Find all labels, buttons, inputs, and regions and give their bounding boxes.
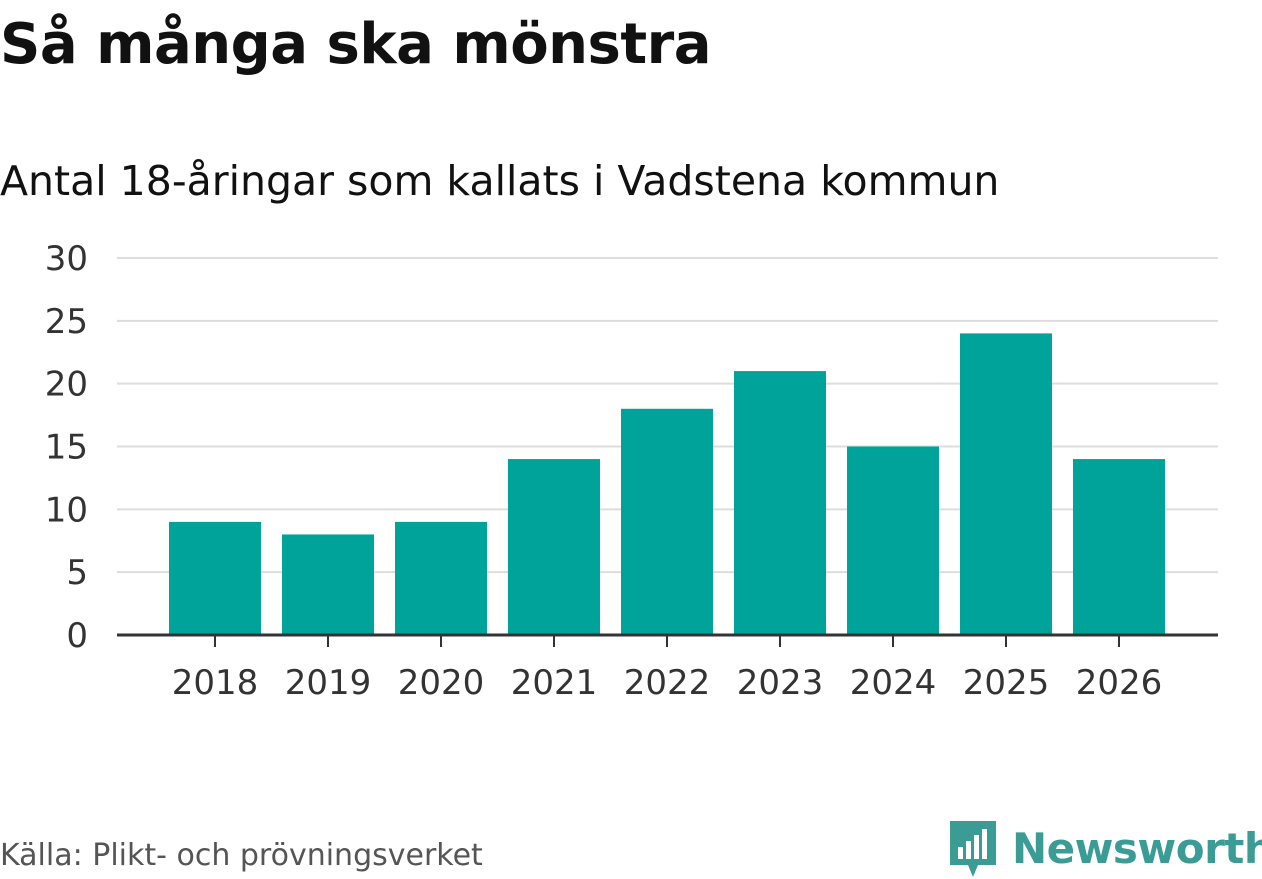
- y-tick-label: 10: [45, 490, 88, 530]
- x-tick-label: 2023: [737, 663, 824, 700]
- bar: [169, 521, 261, 635]
- x-tick-label: 2026: [1076, 663, 1163, 700]
- x-tick-label: 2025: [963, 663, 1050, 700]
- x-axis-ticks: 2018 2019 2020 2021 2022 2023 2024 2025 2026: [172, 635, 1163, 700]
- bar: [621, 408, 713, 635]
- bars: [169, 333, 1165, 635]
- bar: [960, 333, 1052, 635]
- y-tick-label: 0: [66, 616, 88, 656]
- bar: [847, 446, 939, 635]
- x-tick-label: 2022: [624, 663, 711, 700]
- bar: [395, 521, 487, 635]
- chart-subtitle: Antal 18-åringar som kallats i Vadstena …: [0, 157, 1000, 205]
- bar: [282, 534, 374, 635]
- source-note: Källa: Plikt- och prövningsverket: [0, 838, 483, 873]
- bar: [508, 459, 600, 635]
- y-tick-label: 20: [45, 365, 88, 405]
- x-tick-label: 2021: [511, 663, 598, 700]
- x-tick-label: 2019: [285, 663, 372, 700]
- y-tick-label: 30: [45, 239, 88, 279]
- x-tick-label: 2024: [850, 663, 937, 700]
- y-tick-label: 25: [45, 302, 88, 342]
- y-tick-label: 5: [66, 553, 88, 593]
- y-axis-ticks: 0 5 10 15 20 25 30: [45, 239, 88, 656]
- bar: [734, 371, 826, 635]
- bar: [1073, 459, 1165, 635]
- newsworthy-logo-icon: [950, 821, 996, 877]
- x-tick-label: 2018: [172, 663, 259, 700]
- brand-logo: Newsworthy: [948, 817, 1262, 879]
- brand-name: Newsworthy: [1012, 823, 1262, 873]
- x-tick-label: 2020: [398, 663, 485, 700]
- y-tick-label: 15: [45, 428, 88, 468]
- chart-title: Så många ska mönstra: [0, 12, 712, 77]
